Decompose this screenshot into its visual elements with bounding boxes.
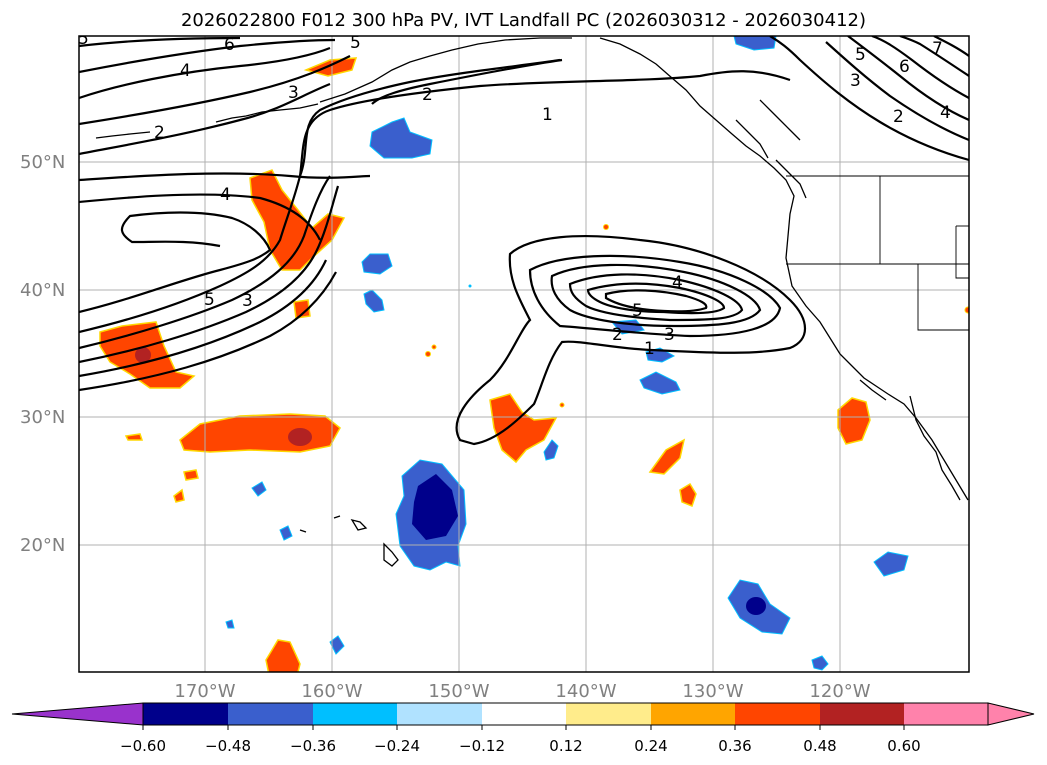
colorbar-tick-label: −0.48 [205, 737, 251, 755]
colorbar-bin [482, 703, 566, 725]
pv-blob-negative [251, 481, 267, 497]
contour-label: 2 [612, 325, 623, 345]
contour-labels: 5 6 5 4 3 2 2 1 5 6 3 7 2 4 4 5 3 4 5 2 … [78, 29, 951, 359]
contour-label: 3 [664, 325, 675, 345]
colorbar [11, 702, 1035, 730]
lat-label-20n: 20°N [20, 535, 66, 556]
lon-label-160w: 160°W [301, 681, 363, 702]
colorbar-bin [397, 703, 482, 725]
ivt-contours [79, 36, 969, 446]
contour-label: 2 [893, 107, 904, 127]
contour-label: 5 [350, 33, 361, 53]
lon-label-120w: 120°W [809, 681, 871, 702]
map-title: 2026022800 F012 300 hPa PV, IVT Landfall… [180, 10, 867, 31]
colorbar-bin [904, 703, 988, 725]
contour-label: 4 [220, 185, 231, 205]
pv-blob-positive [603, 224, 609, 230]
map-frame [78, 35, 970, 673]
contour-label: 7 [932, 39, 943, 59]
colorbar-tick-label: 0.60 [887, 737, 921, 755]
colorbar-bin [566, 703, 651, 725]
pv-blob-positive [837, 397, 871, 445]
pv-blob-positive [425, 351, 431, 357]
pv-blob-negative [369, 117, 433, 159]
contour-label: 3 [288, 83, 299, 103]
contour-label: 6 [899, 57, 910, 77]
contour-label: 5 [204, 290, 215, 310]
pv-blob-negative [811, 655, 829, 671]
pv-blob-negative [733, 36, 777, 51]
pv-blob-positive [183, 469, 199, 481]
colorbar-extend-right [987, 702, 1035, 726]
map-background [79, 36, 969, 672]
contour-label: 1 [644, 339, 655, 359]
contour-label: 3 [242, 291, 253, 311]
contour-label: 4 [672, 273, 683, 293]
colorbar-tick-label: −0.12 [459, 737, 505, 755]
colorbar-tick-label: −0.60 [120, 737, 166, 755]
lat-label-40n: 40°N [20, 280, 66, 301]
pv-blob-positive [265, 639, 301, 672]
pv-blob-negative [645, 347, 676, 363]
contour-label: 5 [632, 301, 643, 321]
colorbar-tick-label: 0.24 [634, 737, 668, 755]
pv-blob-negative [329, 635, 345, 655]
colorbar-bin [651, 703, 735, 725]
colorbar-bin [228, 703, 313, 725]
colorbar-tick-label: −0.24 [374, 737, 420, 755]
lon-label-130w: 130°W [682, 681, 744, 702]
colorbar-tick-label: 0.12 [549, 737, 583, 755]
contour-label: 6 [224, 35, 235, 55]
contour-label: 3 [850, 71, 861, 91]
pv-blob-strong-negative [412, 474, 458, 540]
lat-label-50n: 50°N [20, 152, 66, 173]
pv-blob-positive [124, 433, 144, 441]
pv-blob-negative [361, 253, 393, 275]
pv-blob-negative [639, 371, 681, 395]
pv-blob-strong [135, 347, 151, 363]
colorbar-bin [820, 703, 904, 725]
contour-label: 5 [855, 45, 866, 65]
colorbar-tick-label: 0.48 [803, 737, 837, 755]
colorbar-bin [143, 703, 228, 725]
pv-blob-negative [225, 619, 235, 629]
pv-blob-positive [559, 402, 565, 408]
lon-label-150w: 150°W [428, 681, 490, 702]
contour-label: 2 [154, 123, 165, 143]
pv-blob-strong-negative [746, 597, 766, 615]
pv-blob-negative [543, 439, 559, 461]
colorbar-bin [313, 703, 397, 725]
gridlines [79, 36, 969, 672]
colorbar-bin [735, 703, 820, 725]
contour-label: 4 [180, 61, 191, 81]
pv-blob-positive [293, 299, 311, 319]
contour-label: 2 [422, 85, 433, 105]
colorbar-tick-label: 0.36 [718, 737, 752, 755]
colorbar-tick-label: −0.36 [290, 737, 336, 755]
pv-blob-positive [679, 482, 697, 507]
pv-blob-negative [873, 551, 909, 577]
pv-negative-anomalies [225, 36, 909, 671]
contour-label: 1 [542, 105, 553, 125]
pv-blob-negative [279, 525, 293, 541]
pv-blob-positive [648, 438, 686, 475]
pv-blob-positive [489, 393, 558, 464]
pv-blob-positive [303, 57, 358, 77]
lon-label-140w: 140°W [555, 681, 617, 702]
pv-blob-positive [964, 306, 969, 314]
pv-blob-strong [288, 428, 312, 446]
lon-label-170w: 170°W [174, 681, 236, 702]
lat-label-30n: 30°N [20, 407, 66, 428]
pv-blob-positive [431, 344, 437, 350]
coastlines [95, 37, 969, 567]
pv-blob-negative [468, 284, 472, 288]
colorbar-extend-left [11, 702, 144, 726]
contour-label: 5 [78, 29, 89, 49]
pv-blob-positive [173, 488, 185, 503]
contour-label: 4 [940, 103, 951, 123]
state-borders [786, 175, 969, 331]
